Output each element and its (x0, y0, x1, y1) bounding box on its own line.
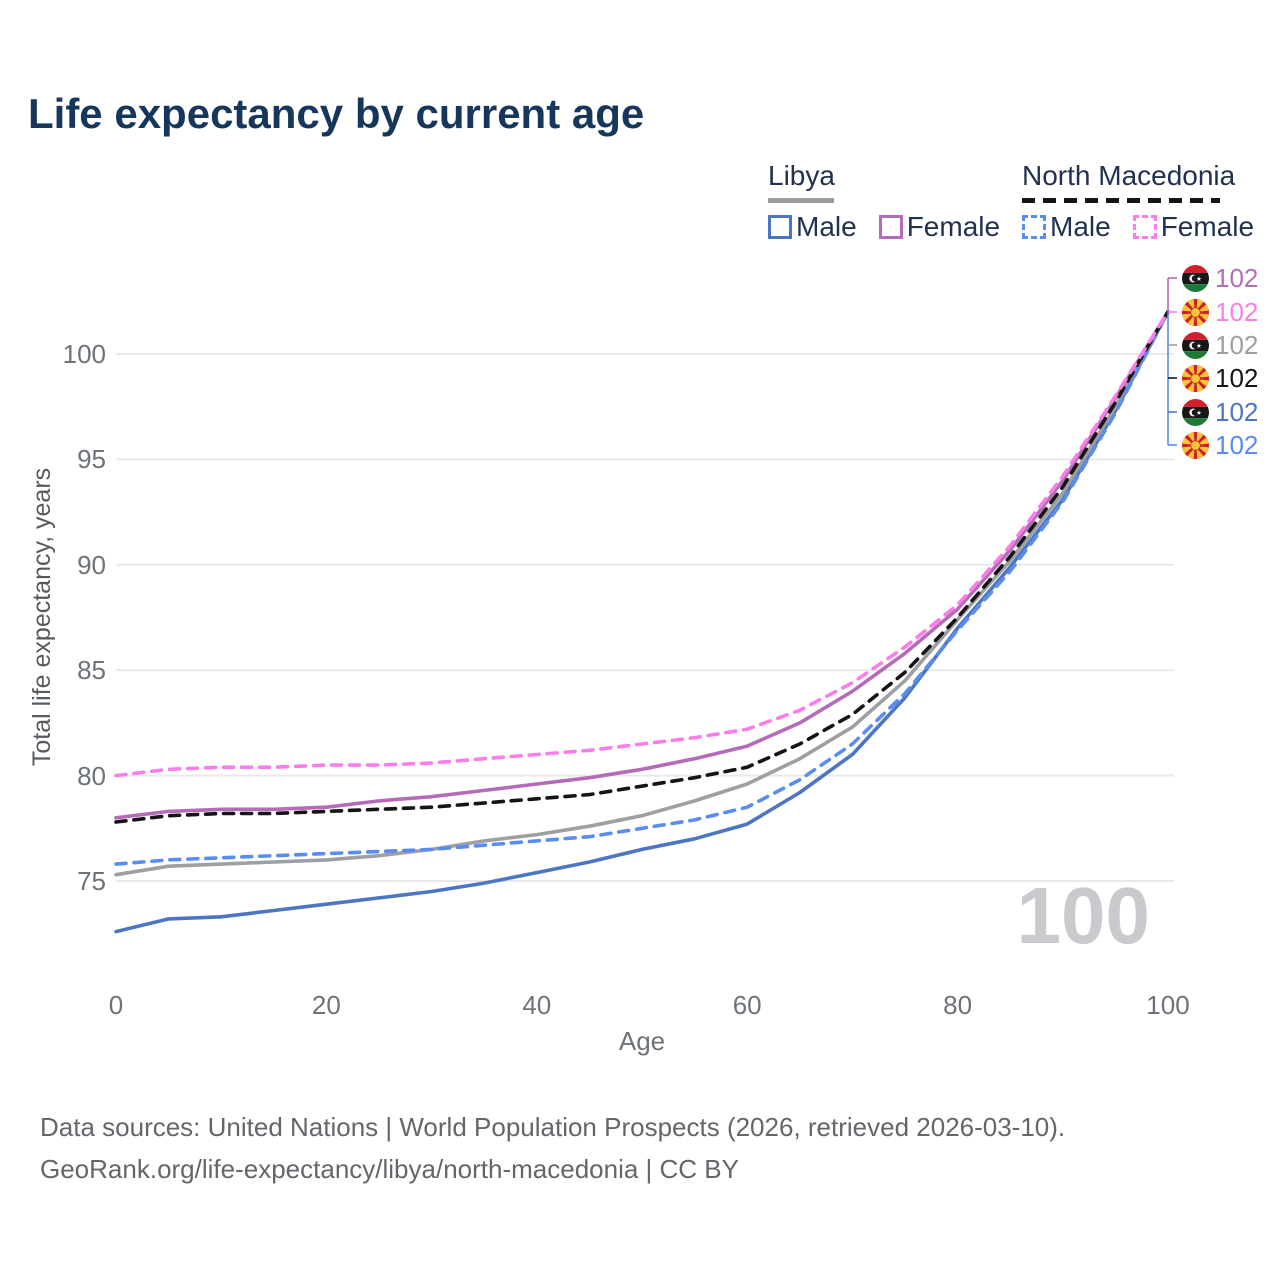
data-sources-text: Data sources: United Nations | World Pop… (40, 1112, 1066, 1142)
end-label-value: 102 (1215, 396, 1259, 427)
north-macedonia-line-style-sample (1022, 198, 1220, 203)
legend-item-libya-male[interactable]: Male (768, 211, 857, 243)
legend-item-label: Female (1160, 211, 1255, 242)
line-libya-overall[interactable] (114, 309, 1170, 877)
legend-group-north-macedonia: North Macedonia Male Female (1022, 160, 1254, 243)
y-axis-title: Total life expectancy, years (28, 467, 56, 767)
x-tick-label-0: 0 (108, 990, 124, 1020)
y-tick-label-100: 100 (62, 339, 106, 369)
end-label-north-macedonia-overall: 102 (1182, 362, 1259, 393)
end-label-value: 102 (1215, 262, 1259, 293)
end-label-value: 102 (1215, 296, 1259, 327)
x-tick-label-100: 100 (1146, 990, 1190, 1020)
attribution-text: GeoRank.org/life-expectancy/libya/north-… (40, 1154, 739, 1185)
north-macedonia-flag-icon (1182, 364, 1209, 392)
x-axis-title: Age (618, 1026, 666, 1056)
x-tick-label-80: 80 (943, 990, 973, 1020)
x-tick-label-20: 20 (311, 990, 341, 1020)
age-counter-watermark: 100 (1016, 871, 1150, 960)
y-tick-label-90: 90 (77, 549, 106, 580)
north-macedonia-male-swatch-icon (1022, 215, 1046, 239)
y-tick-label-85: 85 (77, 655, 106, 686)
y-tick-label-95: 95 (77, 444, 106, 475)
north-macedonia-female-swatch-icon (1132, 215, 1157, 239)
x-tick-label-60: 60 (732, 990, 762, 1020)
end-label-value: 102 (1215, 329, 1259, 360)
legend-item-north-macedonia-female[interactable]: Female (1132, 211, 1255, 243)
line-north-macedonia-overall[interactable] (114, 309, 1170, 824)
legend-item-north-macedonia-male[interactable]: Male (1022, 211, 1111, 243)
end-label-north-macedonia-male: 102 (1182, 429, 1259, 460)
y-tick-label-80: 80 (77, 760, 106, 791)
page-title: Life expectancy by current age (28, 90, 645, 137)
legend-item-label: Female (906, 211, 1001, 242)
legend-country-north-macedonia: North Macedonia (1022, 160, 1236, 191)
libya-female-swatch-icon (878, 215, 903, 239)
footer: Data sources: United Nations | World Pop… (40, 1106, 1065, 1190)
x-tick-label-40: 40 (522, 990, 552, 1020)
end-label-libya-male: 102 (1182, 396, 1259, 427)
line-north-macedonia-female[interactable] (114, 309, 1170, 778)
north-macedonia-flag-icon (1182, 298, 1209, 326)
end-label-value: 102 (1215, 429, 1259, 460)
line-libya-male[interactable] (114, 309, 1170, 934)
legend-item-label: Male (1050, 211, 1111, 242)
y-tick-label-75: 75 (77, 866, 106, 896)
north-macedonia-flag-icon (1182, 431, 1209, 459)
end-label-value: 102 (1215, 362, 1259, 393)
end-label-north-macedonia-female: 102 (1182, 296, 1259, 327)
line-libya-female[interactable] (114, 309, 1170, 820)
libya-flag-icon (1182, 264, 1209, 292)
legend-item-label: Male (796, 211, 857, 242)
legend-country-libya: Libya (768, 160, 835, 191)
libya-flag-icon (1182, 331, 1209, 359)
legend-item-libya-female[interactable]: Female (878, 211, 1001, 243)
libya-line-style-sample (768, 198, 834, 203)
line-north-macedonia-male[interactable] (114, 309, 1170, 866)
legend-group-libya: Libya Male Female (768, 160, 1000, 243)
libya-flag-icon (1182, 398, 1209, 426)
libya-male-swatch-icon (768, 215, 792, 239)
end-label-libya-female: 102 (1182, 262, 1259, 293)
end-label-libya-overall: 102 (1182, 329, 1259, 360)
